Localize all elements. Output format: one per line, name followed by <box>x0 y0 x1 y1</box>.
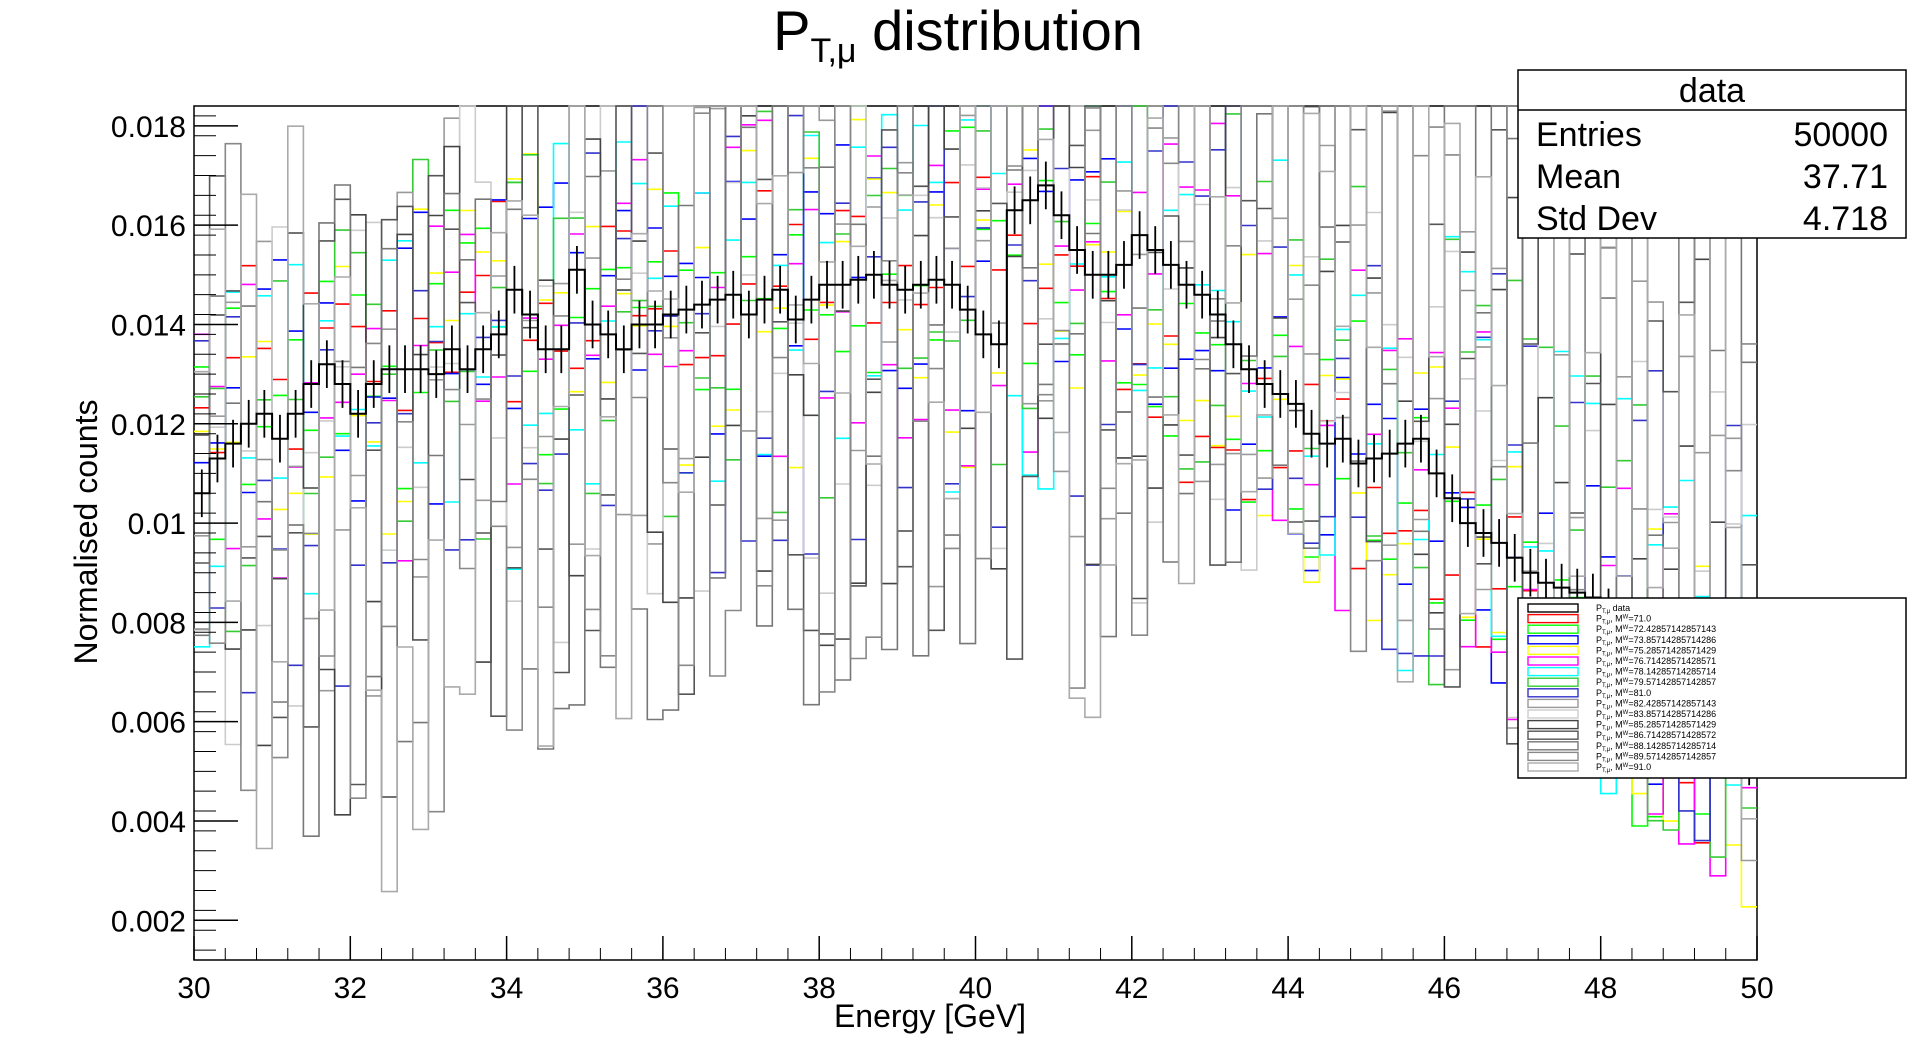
legend-swatch <box>1527 656 1579 666</box>
y-axis-title: Normalised counts <box>68 400 104 665</box>
y-tick-label: 0.014 <box>111 309 186 342</box>
stats-row-value: 50000 <box>1793 116 1888 154</box>
x-tick-label: 36 <box>646 972 679 1005</box>
legend-label: PT,μ, MW=78.14285714285714 <box>1596 667 1716 679</box>
x-tick-label: 50 <box>1740 972 1773 1005</box>
x-axis: 30 32 34 36 38 40 42 44 46 48 50 <box>177 936 1774 1005</box>
legend-swatch <box>1527 719 1579 730</box>
legend-label: PT,μ, MW=81.0 <box>1596 688 1651 700</box>
legend-swatch <box>1527 635 1579 645</box>
legend-label: PT,μ, MW=86.71428571428572 <box>1596 730 1716 742</box>
stats-box: data Entries 50000 Mean 37.71 Std Dev 4.… <box>1517 69 1907 239</box>
y-tick-label: 0.004 <box>111 806 186 839</box>
legend-label: PT,μ, MW=73.85714285714286 <box>1596 635 1716 647</box>
legend-label: PT,μ data <box>1596 603 1630 615</box>
legend-label: PT,μ, MW=88.14285714285714 <box>1596 741 1716 753</box>
legend-swatch <box>1527 730 1579 740</box>
legend-swatch <box>1527 666 1579 677</box>
x-tick-label: 38 <box>803 972 836 1005</box>
y-tick-label: 0.002 <box>111 905 186 938</box>
legend-label: PT,μ, MW=85.28571428571429 <box>1596 720 1716 732</box>
x-tick-label: 34 <box>490 972 523 1005</box>
legend-label: PT,μ, MW=82.42857142857143 <box>1596 698 1716 710</box>
chart-title: PT,μ distribution <box>773 0 1143 70</box>
legend-swatch <box>1527 613 1579 624</box>
x-tick-label: 30 <box>177 972 210 1005</box>
stats-row-value: 37.71 <box>1803 158 1888 196</box>
legend-swatch <box>1527 698 1579 709</box>
legend-label: PT,μ, MW=76.71428571428571 <box>1596 656 1716 668</box>
stats-row-label: Std Dev <box>1536 200 1657 238</box>
mc-series-line <box>194 105 1757 816</box>
legend-label: PT,μ, MW=83.85714285714286 <box>1596 709 1716 721</box>
stats-row-value: 4.718 <box>1803 200 1888 238</box>
y-tick-label: 0.008 <box>111 607 186 640</box>
legend-label: PT,μ, MW=89.57142857142857 <box>1596 751 1716 763</box>
y-tick-label: 0.006 <box>111 707 186 740</box>
y-tick-label: 0.018 <box>111 111 186 144</box>
x-axis-title: Energy [GeV] <box>834 998 1026 1034</box>
y-tick-label: 0.012 <box>111 409 186 442</box>
x-tick-label: 48 <box>1584 972 1617 1005</box>
legend-label: PT,μ, MW=71.0 <box>1596 614 1651 626</box>
legend-label: PT,μ, MW=75.28571428571429 <box>1596 645 1716 657</box>
legend-swatch <box>1527 762 1579 772</box>
legend-swatch <box>1527 645 1579 656</box>
y-axis: 0.002 0.004 0.006 0.008 0.01 0.012 0.014 0.016 0… <box>111 111 238 951</box>
legend-swatch <box>1527 741 1579 751</box>
x-tick-label: 46 <box>1428 972 1461 1005</box>
stats-row-label: Entries <box>1536 116 1642 154</box>
legend-label: PT,μ, MW=79.57142857142857 <box>1596 677 1716 689</box>
y-tick-label: 0.01 <box>128 508 186 541</box>
stats-row-label: Mean <box>1536 158 1621 196</box>
y-tick-label: 0.016 <box>111 210 186 243</box>
legend-label: PT,μ, MW=91.0 <box>1596 762 1651 774</box>
mc-series-line <box>194 105 1757 837</box>
legend-swatch <box>1527 709 1579 719</box>
legend-swatch <box>1527 751 1579 762</box>
mc-series-line <box>194 105 1757 893</box>
legend-swatch <box>1527 603 1579 613</box>
x-tick-label: 44 <box>1271 972 1304 1005</box>
legend-label: PT,μ, MW=72.42857142857143 <box>1596 624 1716 636</box>
x-tick-label: 40 <box>959 972 992 1005</box>
legend-swatch <box>1527 688 1579 698</box>
stats-title: data <box>1679 72 1745 110</box>
legend-swatch <box>1527 624 1579 634</box>
legend-swatch <box>1527 677 1579 687</box>
x-tick-label: 32 <box>334 972 367 1005</box>
x-tick-label: 42 <box>1115 972 1148 1005</box>
data-series-line <box>194 184 1757 763</box>
